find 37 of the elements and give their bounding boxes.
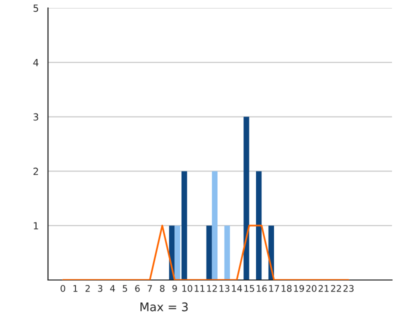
x-tick-label: 3	[98, 285, 102, 292]
x-tick-label: 15	[244, 285, 254, 292]
bar	[206, 226, 212, 280]
x-tick-label: 12	[207, 285, 217, 292]
x-tick-label: 20	[306, 285, 316, 292]
bar	[244, 116, 250, 280]
x-tick-label: 6	[135, 285, 140, 292]
x-tick-label: 23	[343, 285, 354, 292]
x-tick-label: 1	[73, 285, 78, 292]
y-tick-label: 1	[34, 222, 38, 230]
bar	[212, 171, 218, 280]
x-tick-label: 21	[318, 285, 329, 292]
y-tick-label: 2	[34, 168, 38, 175]
bar	[224, 226, 230, 280]
x-tick-label: 8	[160, 285, 165, 292]
x-tick-label: 11	[194, 285, 204, 292]
text: Max = 3	[140, 302, 188, 312]
y-tick-label: 5	[34, 4, 38, 12]
x-tick-label: 17	[269, 285, 279, 292]
x-tick-label: 9	[172, 285, 177, 292]
x-tick-label: 13	[220, 285, 230, 292]
x-tick-label: 10	[182, 285, 192, 292]
x-tick-label: 0	[60, 285, 66, 292]
y-tick-label: 4	[33, 59, 38, 66]
x-tick-label: 5	[122, 285, 128, 292]
x-tick-label: 2	[86, 285, 90, 292]
x-tick-label: 19	[294, 285, 304, 292]
bar	[174, 226, 180, 280]
x-tick-label: 4	[110, 285, 115, 292]
y-tick-label: 3	[34, 113, 38, 121]
bar	[182, 171, 188, 280]
bar	[256, 171, 262, 280]
x-tick-label: 18	[282, 285, 292, 292]
x-tick-label: 16	[256, 285, 267, 292]
x-tick-label: 14	[232, 285, 242, 292]
x-tick-label: 7	[148, 285, 152, 292]
x-tick-label: 22	[331, 285, 341, 292]
